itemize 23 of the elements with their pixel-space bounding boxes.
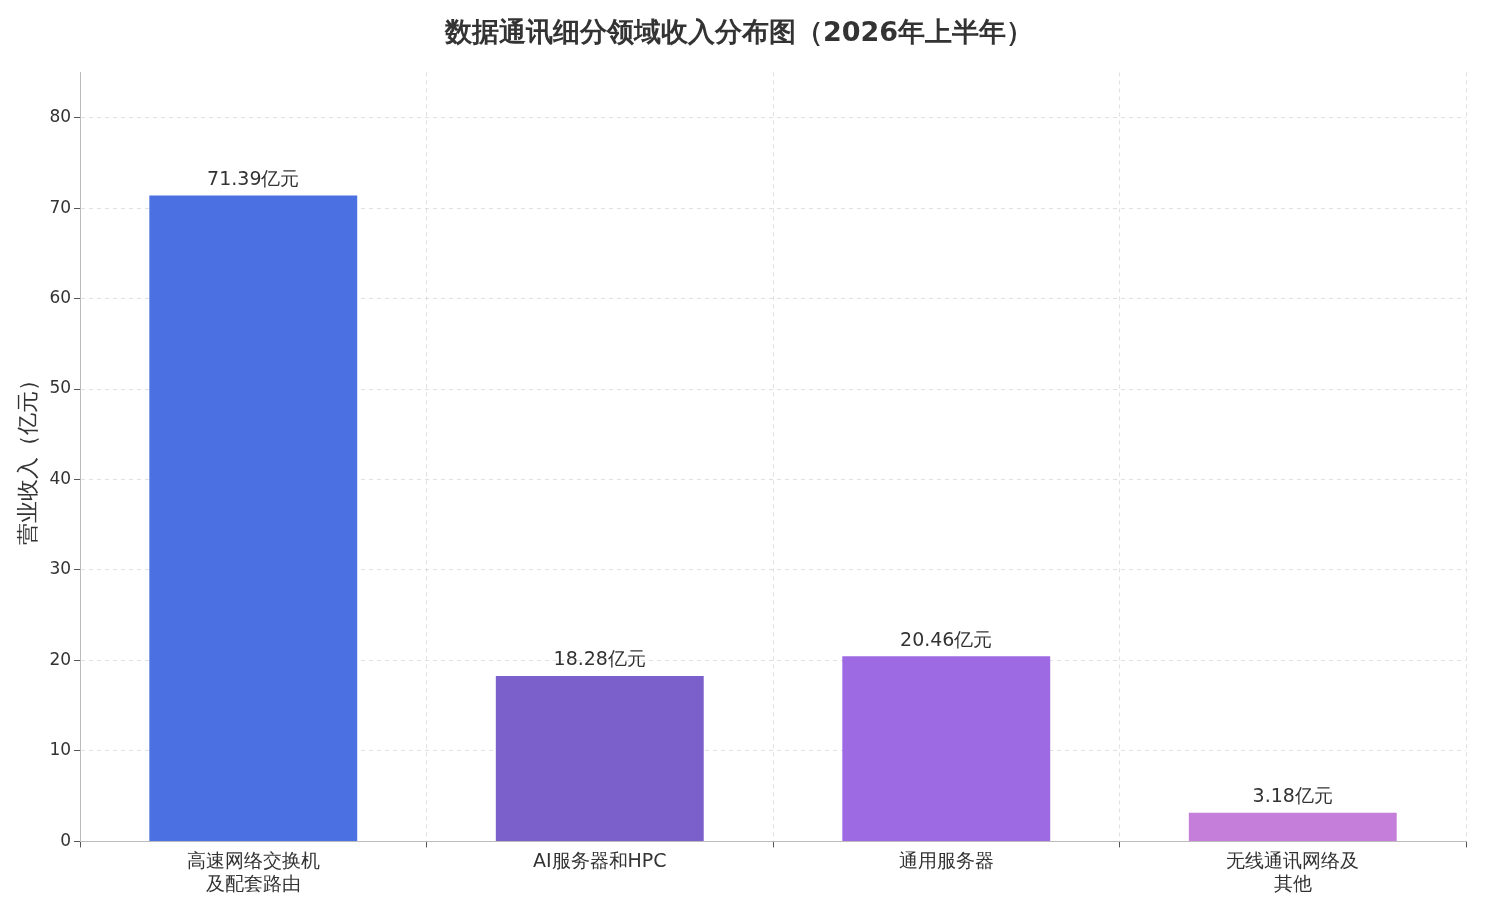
x-tick-label: 无线通讯网络及其他 [1226,848,1360,894]
data-label: 3.18亿元 [1252,784,1333,807]
y-tick-label: 20 [49,648,72,669]
data-label: 71.39亿元 [207,166,300,189]
chart-title: 数据通讯细分领域收入分布图（2026年上半年） [443,16,1034,48]
x-tick-label: 通用服务器 [898,848,994,871]
bar [149,195,358,841]
y-tick-label: 80 [49,106,72,127]
x-tick-label: 高速网络交换机及配套路由 [186,848,320,894]
data-label: 18.28亿元 [553,647,646,670]
y-tick-label: 0 [60,829,72,850]
y-tick-label: 10 [49,739,72,760]
bar [495,676,704,841]
data-label: 20.46亿元 [900,627,993,650]
y-tick-label: 50 [49,377,72,398]
y-tick-label: 40 [49,467,72,488]
y-tick-label: 70 [49,196,72,217]
y-axis-title: 营业收入（亿元） [14,368,40,545]
bar [842,656,1051,841]
x-tick-label: AI服务器和HPC [532,848,667,871]
y-tick-label: 60 [49,287,72,307]
y-tick-label: 30 [49,558,72,579]
bar [1188,812,1397,841]
